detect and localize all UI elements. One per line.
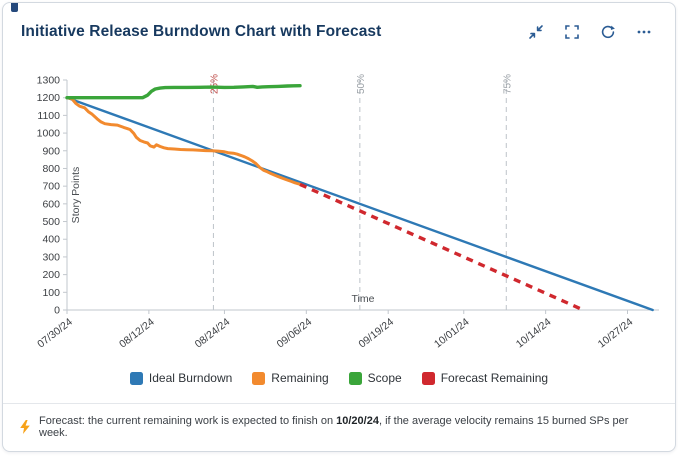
x-tick-label: 09/06/24	[275, 316, 315, 351]
y-tick-label: 0	[54, 305, 60, 317]
series-line-remaining	[65, 96, 302, 186]
y-tick-label: 900	[42, 145, 60, 157]
collapse-button[interactable]	[523, 20, 549, 44]
y-tick-label: 1300	[37, 75, 61, 87]
legend-swatch	[252, 371, 266, 385]
chart-area: 25% 50% 75% 0 100 200 300 400 500 600 700 800 900 100…	[3, 44, 675, 369]
series-line-scope	[65, 84, 302, 100]
legend-label: Forecast Remaining	[440, 371, 549, 385]
y-tick-label: 500	[42, 216, 60, 228]
legend-label: Scope	[367, 371, 402, 385]
y-tick-label: 800	[42, 163, 60, 175]
collapse-icon	[529, 25, 543, 39]
y-tick-label: 700	[42, 181, 60, 193]
legend-item-scope[interactable]: Scope	[348, 371, 402, 385]
page-title: Initiative Release Burndown Chart with F…	[21, 23, 382, 40]
forecast-text-suffix: , if the average velocity remains 15 bur…	[39, 415, 629, 439]
y-tick-label: 600	[42, 198, 60, 210]
x-tick-label: 10/01/24	[432, 316, 472, 351]
legend-swatch	[421, 371, 435, 385]
legend-item-forecast-remaining[interactable]: Forecast Remaining	[421, 371, 549, 385]
forecast-finish-date: 10/20/24	[336, 415, 379, 427]
series-line-ideal-burndown	[65, 96, 654, 312]
y-tick-label: 200	[42, 269, 60, 281]
y-tick-label: 400	[42, 234, 60, 246]
legend-label: Ideal Burndown	[148, 371, 233, 385]
forecast-footer: Forecast: the current remaining work is …	[3, 403, 675, 451]
refresh-button[interactable]	[595, 20, 621, 44]
forecast-text-prefix: Forecast: the current remaining work is …	[39, 415, 337, 427]
x-axis-title: Time	[352, 293, 375, 305]
legend-item-remaining[interactable]: Remaining	[252, 371, 329, 385]
x-tick-label: 10/27/24	[596, 316, 636, 351]
corner-accent	[11, 3, 18, 12]
forecast-text: Forecast: the current remaining work is …	[39, 415, 659, 439]
more-options-button[interactable]	[631, 20, 657, 44]
y-tick-label: 300	[42, 251, 60, 263]
lightning-icon	[19, 420, 31, 434]
x-tick-label: 08/24/24	[193, 316, 233, 351]
y-tick-label: 1100	[37, 110, 60, 122]
x-tick-label: 10/14/24	[514, 316, 554, 351]
legend-item-ideal-burndown[interactable]: Ideal Burndown	[129, 371, 233, 385]
y-tick-label: 1200	[37, 92, 61, 104]
milestone-label: 50%	[356, 74, 367, 94]
legend-swatch	[348, 371, 362, 385]
refresh-icon	[601, 25, 615, 39]
legend-label: Remaining	[271, 371, 329, 385]
milestone-label: 25%	[209, 74, 220, 94]
fullscreen-button[interactable]	[559, 20, 585, 44]
legend-swatch	[129, 371, 143, 385]
y-tick-label: 1000	[37, 128, 61, 140]
milestone-label: 75%	[502, 74, 513, 94]
header-actions	[523, 20, 657, 44]
x-tick-label: 09/19/24	[356, 316, 396, 351]
chart-legend: Ideal Burndown Remaining Scope Forecast Rem…	[3, 371, 675, 385]
more-icon	[637, 30, 651, 34]
y-axis-title: Story Points	[70, 167, 82, 224]
x-tick-label: 08/12/24	[117, 316, 157, 351]
fullscreen-icon	[565, 25, 579, 39]
burndown-chart: 25% 50% 75% 0 100 200 300 400 500 600 700 800 900 100…	[35, 74, 659, 351]
widget-header: Initiative Release Burndown Chart with F…	[3, 3, 675, 44]
y-tick-label: 100	[42, 287, 60, 299]
x-tick-label: 07/30/24	[35, 316, 75, 351]
series-line-forecast-remaining	[299, 182, 585, 312]
